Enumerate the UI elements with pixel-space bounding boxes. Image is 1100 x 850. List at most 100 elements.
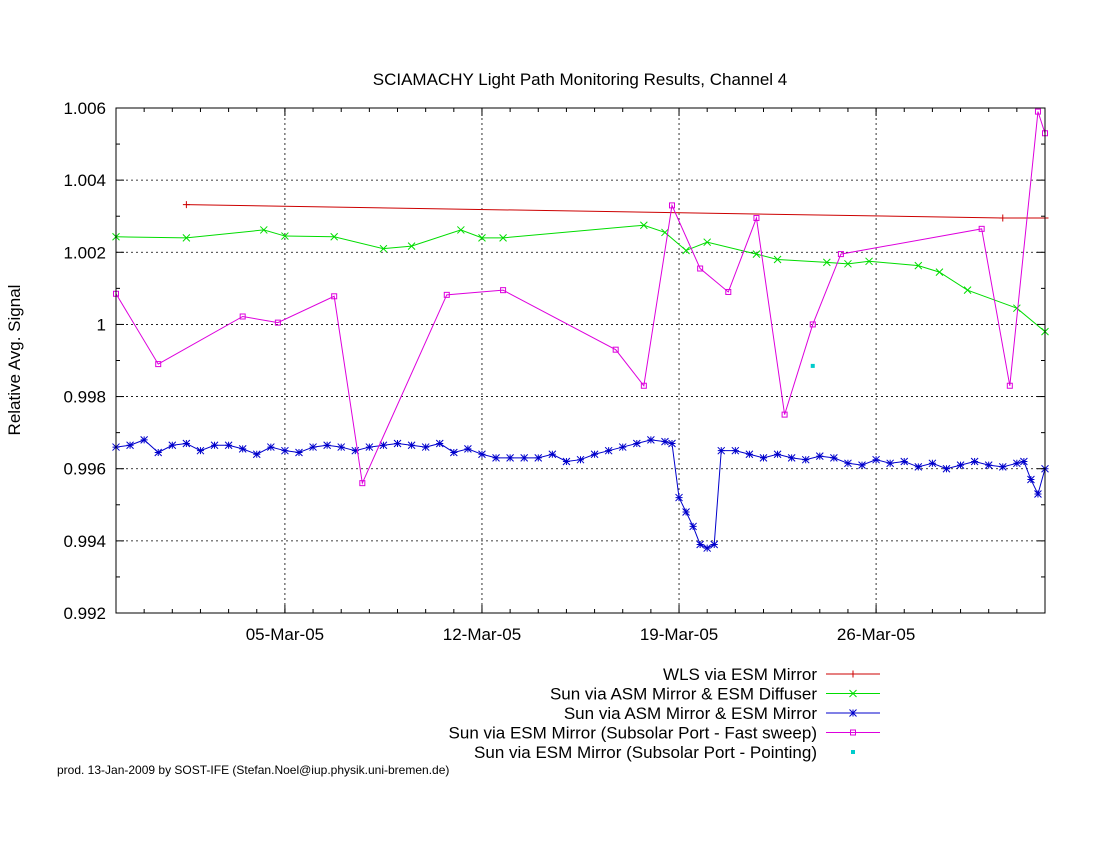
data-point — [830, 454, 838, 462]
data-point — [576, 455, 585, 464]
y-tick-label: 1.002 — [63, 243, 106, 262]
data-point — [984, 461, 993, 469]
data-point — [935, 268, 944, 276]
data-point — [697, 265, 704, 272]
data-point — [337, 443, 346, 451]
data-point — [182, 439, 191, 448]
data-point — [865, 257, 873, 266]
x-tick-label: 26-Mar-05 — [837, 625, 915, 644]
series-2 — [112, 221, 1049, 336]
data-point — [849, 689, 857, 698]
data-point — [900, 457, 909, 466]
data-point — [773, 450, 782, 459]
legend-label: WLS via ESM Mirror — [663, 665, 817, 684]
data-point — [155, 361, 162, 368]
data-point — [1034, 108, 1041, 115]
data-point — [858, 461, 866, 469]
data-point — [745, 450, 754, 459]
series-3 — [112, 436, 1049, 552]
x-tick-label: 05-Mar-05 — [246, 625, 324, 644]
y-tick-label: 0.998 — [63, 388, 106, 407]
data-point — [781, 411, 788, 418]
data-point — [196, 446, 205, 455]
data-point — [457, 226, 465, 234]
data-point — [330, 232, 339, 241]
data-point — [647, 436, 655, 444]
data-point — [886, 459, 895, 468]
data-point — [872, 455, 880, 464]
data-point — [731, 446, 740, 455]
series-4 — [113, 108, 1048, 487]
data-point — [998, 463, 1007, 471]
data-point — [365, 443, 374, 451]
data-point — [492, 454, 500, 462]
data-point — [520, 454, 529, 462]
data-point — [238, 445, 247, 453]
data-point — [266, 443, 275, 451]
data-point — [640, 382, 647, 389]
legend-label: Sun via ESM Mirror (Subsolar Port - Poin… — [474, 743, 817, 762]
data-point — [435, 439, 444, 448]
data-point — [717, 446, 726, 455]
y-tick-label: 1.004 — [63, 171, 106, 190]
data-point — [1012, 459, 1021, 468]
data-point — [506, 454, 514, 462]
data-point — [703, 238, 712, 247]
data-point — [295, 448, 303, 457]
grid — [116, 108, 1045, 613]
y-tick-label: 1.006 — [63, 99, 106, 118]
data-point — [822, 258, 831, 267]
data-point — [309, 443, 317, 451]
data-point — [331, 293, 338, 300]
legend-label: Sun via ASM Mirror & ESM Diffuser — [550, 685, 817, 704]
data-point — [126, 441, 134, 450]
y-tick-label: 0.992 — [63, 604, 106, 623]
data-point — [752, 250, 761, 258]
y-axis-label: Relative Avg. Signal — [5, 285, 24, 436]
data-point — [942, 464, 951, 473]
footer-credit: prod. 13-Jan-2009 by SOST-IFE (Stefan.No… — [57, 763, 450, 777]
data-point — [478, 234, 486, 242]
data-point — [252, 450, 261, 459]
data-point — [810, 363, 815, 368]
y-tick-label: 0.994 — [63, 532, 106, 551]
legend-label: Sun via ESM Mirror (Subsolar Port - Fast… — [449, 724, 817, 743]
data-point — [963, 286, 972, 295]
data-point — [323, 441, 331, 450]
data-point — [464, 445, 472, 453]
y-tick-label: 0.996 — [63, 460, 106, 479]
data-point — [281, 446, 289, 455]
data-point — [787, 454, 796, 462]
data-point — [928, 459, 937, 468]
data-point — [956, 461, 965, 469]
series-line — [186, 204, 1045, 219]
series-5 — [810, 363, 815, 368]
data-point — [849, 670, 857, 678]
data-point — [534, 454, 543, 462]
data-point — [632, 439, 641, 448]
data-point — [999, 214, 1007, 222]
x-tick-label: 12-Mar-05 — [443, 625, 521, 644]
data-point — [1027, 475, 1035, 484]
data-point — [140, 436, 149, 444]
data-point — [696, 540, 704, 549]
data-point — [1012, 304, 1021, 313]
data-point — [1006, 382, 1013, 389]
series-line — [115, 111, 1046, 485]
data-point — [815, 452, 824, 460]
data-point — [478, 450, 486, 459]
data-point — [639, 221, 648, 230]
data-point — [809, 321, 816, 328]
data-point — [500, 287, 507, 294]
data-point — [443, 291, 450, 298]
chart-title: SCIAMACHY Light Path Monitoring Results,… — [373, 70, 788, 89]
y-tick-label: 1 — [97, 315, 106, 334]
data-point — [914, 463, 923, 471]
data-point — [675, 493, 683, 502]
data-point — [759, 454, 768, 462]
data-point — [224, 441, 233, 450]
data-point — [682, 246, 690, 255]
data-point — [849, 709, 857, 717]
data-point — [379, 244, 388, 253]
